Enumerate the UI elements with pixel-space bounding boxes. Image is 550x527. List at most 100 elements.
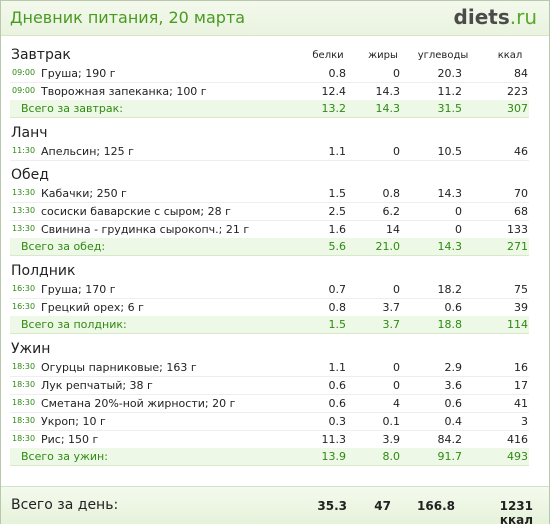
total-kcal: 307 [507,102,528,115]
food-name: Сметана 20%-ной жирности; 20 г [41,397,236,410]
protein-value: 1.1 [328,145,347,158]
meal-time: 18:30 [12,398,36,407]
meal-time: 09:00 [12,86,36,95]
kcal-value: 39 [514,301,528,314]
total-label: Всего за полдник: [21,318,127,331]
protein-value: 1.5 [328,187,347,200]
carbs-value: 0 [455,205,462,218]
table-row[interactable]: 13:30 сосиски баварские с сыром; 28 г 2.… [10,203,529,221]
section-title-supper: Ужин [11,341,51,357]
fat-value: 4 [393,397,400,410]
food-name: Грецкий орех; 6 г [41,301,144,314]
site-logo[interactable]: diets.ru [454,5,537,29]
fat-value: 14 [386,223,400,236]
section-total-row: Всего за ужин: 13.9 8.0 91.7 493 [10,448,529,466]
logo-main: diets [453,5,510,29]
kcal-value: 223 [507,85,528,98]
col-header-fat: жиры [368,50,398,61]
total-label: Всего за завтрак: [21,102,124,115]
meal-time: 18:30 [12,362,36,371]
table-row[interactable]: 13:30 Кабачки; 250 г 1.5 0.8 14.3 70 [10,185,529,203]
carbs-value: 14.3 [437,187,463,200]
food-name: Огурцы парниковые; 163 г [41,361,197,374]
meal-time: 13:30 [12,206,36,215]
protein-value: 0.8 [328,301,347,314]
col-header-protein: белки [312,50,344,61]
fat-value: 3.9 [382,433,401,446]
carbs-value: 18.2 [437,283,463,296]
col-header-carbs: углеводы [417,50,469,61]
kcal-value: 133 [507,223,528,236]
total-fat: 14.3 [375,102,401,115]
food-name: Рис; 150 г [41,433,99,446]
protein-value: 0.8 [328,67,347,80]
meal-time: 18:30 [12,416,36,425]
section-title-snack: Полдник [11,263,76,279]
day-total-bar: Всего за день: 35.3 47 166.8 1231 ккал [1,486,549,527]
table-row[interactable]: 18:30 Укроп; 10 г 0.3 0.1 0.4 3 [10,413,529,431]
total-kcal: 271 [507,240,528,253]
total-fat: 8.0 [382,450,401,463]
carbs-value: 0 [455,223,462,236]
food-name: Кабачки; 250 г [41,187,127,200]
fat-value: 6.2 [382,205,401,218]
protein-value: 12.4 [321,85,347,98]
kcal-value: 46 [514,145,528,158]
table-row[interactable]: 16:30 Груша; 170 г 0.7 0 18.2 75 [10,281,529,299]
protein-value: 0.7 [328,283,347,296]
table-row[interactable]: 18:30 Рис; 150 г 11.3 3.9 84.2 416 [10,431,529,449]
day-total-carbs: 166.8 [417,499,455,513]
carbs-value: 10.5 [437,145,463,158]
carbs-value: 0.6 [444,397,463,410]
table-row[interactable]: 13:30 Свинина - грудинка сырокопч.; 21 г… [10,221,529,239]
protein-value: 1.6 [328,223,347,236]
fat-value: 0.8 [382,187,401,200]
meal-time: 18:30 [12,434,36,443]
protein-value: 0.3 [328,415,347,428]
table-row[interactable]: 09:00 Груша; 190 г 0.8 0 20.3 84 [10,65,529,83]
protein-value: 1.1 [328,361,347,374]
section-title-lunch: Ланч [11,125,48,141]
food-name: Лук репчатый; 38 г [41,379,153,392]
table-row[interactable]: 16:30 Грецкий орех; 6 г 0.8 3.7 0.6 39 [10,299,529,317]
carbs-value: 3.6 [444,379,463,392]
fat-value: 0 [393,379,400,392]
kcal-value: 17 [514,379,528,392]
meal-time: 18:30 [12,380,36,389]
total-label: Всего за ужин: [21,450,108,463]
kcal-value: 70 [514,187,528,200]
meal-time: 09:00 [12,68,36,77]
table-row[interactable]: 18:30 Сметана 20%-ной жирности; 20 г 0.6… [10,395,529,413]
total-label: Всего за обед: [21,240,106,253]
meal-time: 13:30 [12,224,36,233]
protein-value: 11.3 [321,433,347,446]
food-name: Свинина - грудинка сырокопч.; 21 г [41,223,250,236]
fat-value: 0 [393,145,400,158]
kcal-value: 68 [514,205,528,218]
section-title-dinner: Обед [11,167,49,183]
table-row[interactable]: 18:30 Огурцы парниковые; 163 г 1.1 0 2.9… [10,359,529,377]
total-fat: 3.7 [382,318,401,331]
section-total-row: Всего за обед: 5.6 21.0 14.3 271 [10,238,529,256]
carbs-value: 20.3 [437,67,463,80]
table-row[interactable]: 18:30 Лук репчатый; 38 г 0.6 0 3.6 17 [10,377,529,395]
kcal-value: 84 [514,67,528,80]
meal-time: 16:30 [12,284,36,293]
table-row[interactable]: 09:00 Творожная запеканка; 100 г 12.4 14… [10,83,529,101]
carbs-value: 84.2 [437,433,463,446]
fat-value: 0 [393,283,400,296]
total-fat: 21.0 [375,240,401,253]
total-kcal: 114 [507,318,528,331]
total-carbs: 14.3 [437,240,463,253]
total-protein: 5.6 [328,240,347,253]
header: Дневник питания, 20 марта diets.ru [1,1,549,36]
logo-tld: .ru [509,5,537,29]
food-name: Укроп; 10 г [41,415,106,428]
table-row[interactable]: 11:30 Апельсин; 125 г 1.1 0 10.5 46 [10,143,529,161]
kcal-value: 3 [521,415,528,428]
total-protein: 1.5 [328,318,347,331]
protein-value: 0.6 [328,397,347,410]
day-total-label: Всего за день: [11,497,119,513]
fat-value: 3.7 [382,301,401,314]
fat-value: 0 [393,67,400,80]
